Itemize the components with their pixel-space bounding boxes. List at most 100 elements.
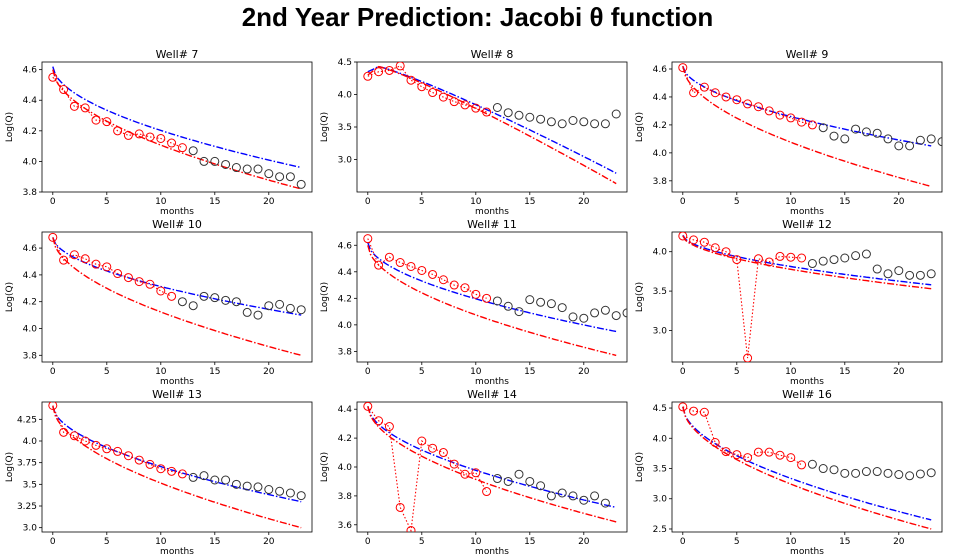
x-tick-label: 20 [893,367,905,377]
observed-point [363,71,373,81]
holdout-point [231,163,241,173]
holdout-point [536,297,546,307]
axis-frame [41,61,313,193]
y-tick-label: 4.4 [338,405,353,415]
holdout-point [568,312,578,322]
holdout-point [253,310,263,320]
observed-point [113,126,123,136]
observed-point [384,252,394,262]
observed-point [678,402,688,412]
x-tick-label: 5 [419,197,425,207]
holdout-point [840,134,850,144]
observed-point [145,279,155,289]
x-axis-label: months [160,377,194,387]
holdout-point [253,482,263,492]
observed-point [167,138,177,148]
y-tick-label: 3.5 [653,465,667,475]
y-tick-label: 4.0 [653,149,668,159]
x-tick-label: 5 [734,197,740,207]
axis-frame [671,231,943,363]
holdout-point [807,259,817,269]
y-tick-label: 2.5 [653,525,667,535]
observed-point [374,67,384,77]
x-tick-label: 10 [470,367,482,377]
y-axis-label: Log(Q) [5,112,15,142]
holdout-point [840,468,850,478]
y-axis-label: Log(Q) [320,112,330,142]
holdout-point [829,255,839,265]
x-tick-label: 15 [839,537,850,547]
y-tick-label: 4.4 [23,271,38,281]
observed-point [363,234,373,244]
observed-point [449,459,459,469]
observed-point [123,130,133,140]
x-tick-label: 10 [470,537,482,547]
holdout-point [210,475,220,485]
y-axis-label: Log(Q) [635,282,645,312]
chart-title: Well# 16 [782,388,832,401]
observed-point [102,444,112,454]
observed-point [91,440,101,450]
observed-point [80,103,90,113]
observed-point [374,416,384,426]
y-tick-label: 4.0 [338,321,353,331]
observed-point [764,106,774,116]
y-axis-label: Log(Q) [320,282,330,312]
holdout-point [590,119,600,129]
plot-area [678,402,936,530]
holdout-point [296,305,306,315]
observed-point [732,450,742,460]
observed-point [753,102,763,112]
y-axis-label: Log(Q) [635,452,645,482]
holdout-point [514,307,524,317]
y-tick-label: 4.0 [653,434,668,444]
x-tick-label: 0 [680,537,686,547]
y-tick-label: 4.5 [653,404,667,414]
holdout-point [285,172,295,182]
y-tick-label: 3.5 [23,480,37,490]
y-tick-label: 3.8 [338,492,353,502]
y-tick-label: 4.2 [23,127,37,137]
observed-point [743,99,753,109]
observed-point [797,253,807,263]
observed-point [786,453,796,463]
holdout-point [818,256,828,266]
axis-frame [356,401,628,533]
holdout-point [872,264,882,274]
axis-frame [356,61,628,193]
observed-point [428,443,438,453]
y-tick-label: 4.4 [338,268,353,278]
y-tick-label: 4.25 [17,415,37,425]
fit-line-blue [52,406,302,503]
fit-line-red [367,65,617,185]
observed-point [721,247,731,257]
plot-area [678,63,942,188]
holdout-point [546,117,556,127]
observed-point [177,143,187,153]
x-tick-label: 20 [578,367,590,377]
holdout-point [546,299,556,309]
chart-panel: Well# 11 0 5 10 15 20 3.8 4.0 4.2 4.4 4.6 months Log… [320,218,628,387]
chart-panel: Well# 8 0 5 10 15 20 3.0 3.5 4.0 4.5 months Log(Q) [320,48,628,217]
x-tick-label: 0 [365,367,371,377]
observed-point [753,447,763,457]
x-tick-label: 0 [680,367,686,377]
observed-connector [682,406,802,466]
fit-line-blue [52,237,302,316]
holdout-point [242,307,252,317]
y-tick-label: 4.0 [338,463,353,473]
plot-area [363,234,627,357]
y-tick-label: 3.8 [653,177,668,187]
holdout-point [525,112,535,122]
fit-line-blue [682,234,932,286]
observed-point [471,289,481,299]
observed-point [145,132,155,142]
holdout-point [514,469,524,479]
chart-title: Well# 14 [467,388,517,401]
observed-point [113,269,123,279]
x-tick-label: 0 [50,197,56,207]
observed-point [156,464,166,474]
holdout-point [611,311,621,321]
observed-point [145,459,155,469]
observed-point [91,259,101,269]
